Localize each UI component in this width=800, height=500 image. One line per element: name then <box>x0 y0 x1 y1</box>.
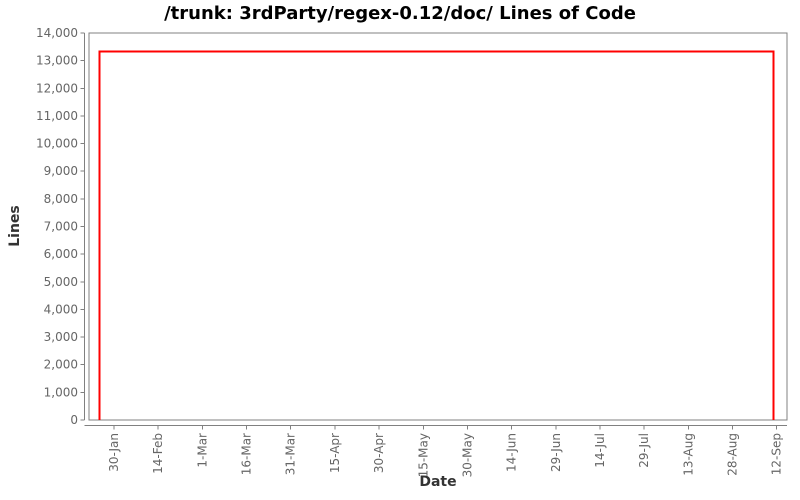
x-tick-label: 12-Sep <box>770 433 784 475</box>
x-axis-title: Date <box>419 474 457 490</box>
y-tick-label: 5,000 <box>44 275 78 289</box>
x-tick-label: 1-Mar <box>195 433 209 468</box>
y-tick-label: 4,000 <box>44 302 78 316</box>
x-tick-label: 29-Jul <box>637 433 651 468</box>
x-tick-label: 30-Jan <box>107 433 121 472</box>
x-tick-label: 14-Jun <box>505 433 519 472</box>
x-tick-label: 14-Feb <box>151 433 165 474</box>
x-tick-label: 29-Jun <box>549 433 563 472</box>
y-tick-label: 8,000 <box>44 192 78 206</box>
y-tick-label: 12,000 <box>36 81 78 95</box>
plot-frame <box>88 32 788 421</box>
loc-series-line <box>98 50 775 420</box>
y-tick-label: 11,000 <box>36 109 78 123</box>
x-tick-label: 14-Jul <box>593 433 607 468</box>
x-tick-label: 16-Mar <box>240 433 254 475</box>
chart-title: /trunk: 3rdParty/regex-0.12/doc/ Lines o… <box>164 3 636 24</box>
x-tick-label: 30-Apr <box>372 433 386 473</box>
x-tick-label: 31-Mar <box>284 433 298 475</box>
y-tick-label: 10,000 <box>36 137 78 151</box>
y-tick-label: 7,000 <box>44 220 78 234</box>
x-tick-label: 30-May <box>460 433 474 477</box>
y-tick-label: 3,000 <box>44 330 78 344</box>
x-tick-label: 13-Aug <box>681 433 695 476</box>
y-tick-label: 6,000 <box>44 247 78 261</box>
y-tick-label: 9,000 <box>44 164 78 178</box>
x-tick-label: 15-May <box>416 433 430 477</box>
y-tick-label: 0 <box>70 413 78 427</box>
y-tick-label: 1,000 <box>44 385 78 399</box>
x-tick-label: 28-Aug <box>726 433 740 476</box>
x-tick-label: 15-Apr <box>328 433 342 473</box>
y-tick-label: 14,000 <box>36 26 78 40</box>
y-tick-label: 13,000 <box>36 54 78 68</box>
y-tick-label: 2,000 <box>44 358 78 372</box>
